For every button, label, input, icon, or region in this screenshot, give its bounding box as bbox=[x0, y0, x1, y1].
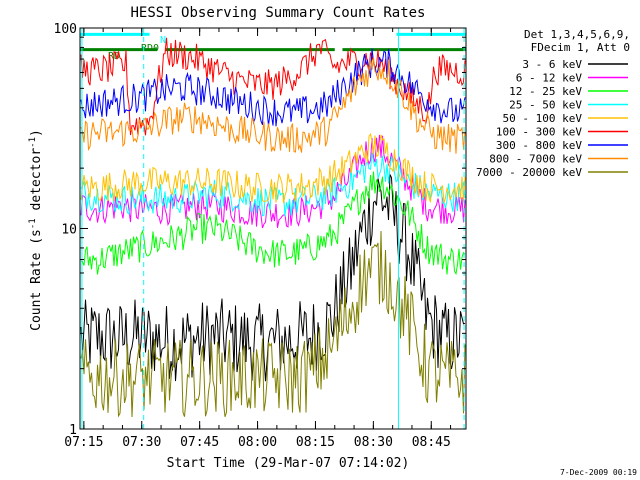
x-axis-ticks: 07:15 07:30 07:45 08:00 08:15 08:30 08:45 bbox=[64, 28, 452, 450]
x-tick-label-1: 07:30 bbox=[122, 435, 161, 450]
y-axis-label-close: ) bbox=[29, 129, 44, 137]
footer-date: 7-Dec-2009 00:19 bbox=[560, 468, 637, 477]
x-tick-label-2: 07:45 bbox=[180, 435, 219, 450]
y-tick-label-1: 10 bbox=[61, 223, 77, 238]
y-axis-label: Count Rate (s-1 detector-1) bbox=[28, 129, 44, 331]
y-axis-ticks: 1 10 100 bbox=[54, 22, 466, 438]
x-axis-label: Start Time (29-Mar-07 07:14:02) bbox=[167, 456, 410, 471]
series-group bbox=[80, 37, 466, 418]
x-tick-label-3: 08:00 bbox=[238, 435, 277, 450]
series-line-0 bbox=[80, 174, 466, 382]
series-line-6 bbox=[80, 48, 466, 127]
y-axis-label-sup: -1 bbox=[28, 218, 38, 229]
legend-label-6: 300 - 800 keV bbox=[496, 139, 582, 152]
series-line-7 bbox=[80, 57, 466, 154]
x-tick-label-0: 07:15 bbox=[64, 435, 103, 450]
y-axis-label-prefix: Count Rate (s bbox=[29, 229, 44, 331]
legend: Det 1,3,4,5,6,9,FDecim 1, Att 0 3 - 6 keV… bbox=[476, 28, 630, 179]
flag-label-1: N bbox=[160, 35, 166, 46]
series-line-2 bbox=[80, 171, 466, 276]
series-line-8 bbox=[80, 230, 466, 418]
legend-label-1: 6 - 12 keV bbox=[516, 72, 583, 85]
y-tick-label-2: 100 bbox=[54, 22, 77, 37]
chart-title: HESSI Observing Summary Count Rates bbox=[130, 5, 425, 21]
legend-header-0: Det 1,3,4,5,6,9, bbox=[524, 28, 630, 41]
legend-label-5: 100 - 300 keV bbox=[496, 126, 582, 139]
legend-label-4: 50 - 100 keV bbox=[503, 112, 583, 125]
legend-header-1: FDecim 1, Att 0 bbox=[531, 41, 630, 54]
y-axis-label-sup2: -1 bbox=[28, 137, 38, 148]
legend-label-7: 800 - 7000 keV bbox=[489, 153, 582, 166]
y-axis-label-suffix: detector bbox=[29, 148, 44, 219]
series-line-4 bbox=[80, 132, 466, 204]
x-tick-label-5: 08:30 bbox=[354, 435, 393, 450]
x-tick-label-6: 08:45 bbox=[412, 435, 451, 450]
x-tick-label-4: 08:15 bbox=[296, 435, 335, 450]
series-line-5 bbox=[80, 37, 466, 136]
legend-label-0: 3 - 6 keV bbox=[522, 58, 582, 71]
legend-label-3: 25 - 50 keV bbox=[509, 99, 582, 112]
legend-label-8: 7000 - 20000 keV bbox=[476, 166, 582, 179]
flag-label-2: RD0 bbox=[141, 43, 159, 54]
y-tick-label-0: 1 bbox=[69, 423, 77, 438]
legend-label-2: 12 - 25 keV bbox=[509, 85, 582, 98]
